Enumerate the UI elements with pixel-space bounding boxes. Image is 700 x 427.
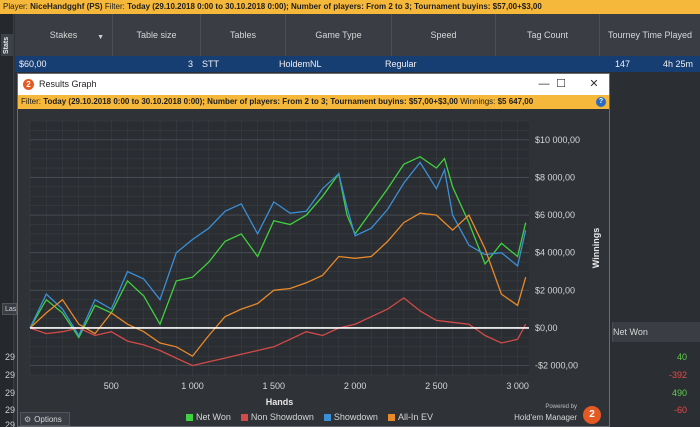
filter-label: Filter: <box>104 2 125 11</box>
cell-tag-count: 147 <box>615 59 631 69</box>
y-tick-label: $10 000,00 <box>535 135 580 145</box>
cell-table-size: 3 <box>188 59 194 69</box>
gear-icon: ⚙ <box>24 415 32 424</box>
maximize-button[interactable]: ☐ <box>556 78 566 90</box>
filter-value: Today (29.10.2018 0:00 to 30.10.2018 0:0… <box>127 2 542 11</box>
y-tick-label: $6 000,00 <box>535 210 575 220</box>
y-tick-label: $8 000,00 <box>535 172 575 182</box>
series-line-showdown <box>29 161 527 337</box>
x-tick-label: 3 000 <box>506 381 529 391</box>
x-tick-label: 2 000 <box>344 381 367 391</box>
column-header-speed[interactable]: Speed <box>392 14 496 56</box>
brand-logo: Powered by Hold'em Manager 2 <box>493 404 603 426</box>
cell-stakes: $60,00 <box>19 59 47 69</box>
legend-label: Non Showdown <box>250 412 314 422</box>
filter-value: Today (29.10.2018 0:00 to 30.10.2018 0:0… <box>43 97 458 106</box>
stats-tab-label[interactable]: Stats <box>1 34 13 56</box>
y-tick-label: $2 000,00 <box>535 285 575 295</box>
window-titlebar[interactable]: 2 Results Graph — ☐ ✕ <box>18 74 609 95</box>
y-tick-label: $4 000,00 <box>535 248 575 258</box>
legend-swatch <box>323 413 331 421</box>
column-label: Tables <box>229 29 256 40</box>
winnings-label: Winnings: <box>460 97 496 106</box>
y-tick-label: $0,00 <box>535 323 558 333</box>
legend-label: All-In EV <box>397 412 433 422</box>
series-line-net-won <box>29 155 527 339</box>
brand-badge-icon: 2 <box>583 406 601 424</box>
powered-by-text: Powered by <box>545 404 577 410</box>
column-header-tables[interactable]: Tables <box>201 14 286 56</box>
column-header-net-won[interactable]: Net Won <box>612 322 700 342</box>
column-header-stakes[interactable]: Stakes ▼ <box>15 14 113 56</box>
column-label: Tourney Time Played <box>607 29 693 40</box>
legend-label: Net Won <box>196 412 231 422</box>
chart-legend: Net Won Non Showdown Showdown All-In EV <box>186 410 433 424</box>
stats-table-header: Stakes ▼ Table size Tables Game Type Spe… <box>15 14 700 56</box>
legend-item-non-showdown[interactable]: Non Showdown <box>240 412 314 422</box>
app-logo-icon: 2 <box>23 79 34 90</box>
column-header-tag-count[interactable]: Tag Count <box>496 14 600 56</box>
column-label: Net Won <box>613 327 648 337</box>
legend-item-showdown[interactable]: Showdown <box>323 412 378 422</box>
row-number: 29 <box>5 388 16 398</box>
legend-item-net-won[interactable]: Net Won <box>186 412 231 422</box>
column-header-game-type[interactable]: Game Type <box>286 14 392 56</box>
column-label: Table size <box>136 29 177 40</box>
legend-swatch <box>186 413 193 421</box>
series-line-non-showdown <box>29 297 527 367</box>
legend-item-all-in-ev[interactable]: All-In EV <box>387 412 433 422</box>
table-row-selected[interactable]: $60,00 3 STT HoldemNL Regular 147 4h 25m <box>15 56 700 72</box>
window-title: Results Graph <box>39 79 97 89</box>
cell-speed: Regular <box>385 59 417 69</box>
filter-label: Filter: <box>21 97 41 106</box>
net-won-value: -392 <box>668 370 687 380</box>
player-name: NiceHandgghf (PS) <box>30 2 103 11</box>
close-button[interactable]: ✕ <box>589 78 599 90</box>
stats-side-tab[interactable]: Stats <box>0 14 14 427</box>
legend-label: Showdown <box>333 412 378 422</box>
brand-name: Hold'em Manager <box>514 413 577 422</box>
options-button[interactable]: ⚙ Options <box>20 412 70 426</box>
series-line-all-in-ev <box>29 212 527 358</box>
graph-filter-bar: Filter: Today (29.10.2018 0:00 to 30.10.… <box>18 95 609 109</box>
minimize-button[interactable]: — <box>538 78 550 90</box>
x-tick-label: 1 000 <box>181 381 204 391</box>
legend-swatch <box>387 413 395 421</box>
column-header-tourney-time[interactable]: Tourney Time Played <box>600 14 700 56</box>
column-label: Stakes <box>49 29 78 40</box>
help-icon[interactable]: ? <box>596 97 606 107</box>
player-filter-bar: Player: NiceHandgghf (PS) Filter: Today … <box>0 0 700 14</box>
x-tick-label: 2 500 <box>425 381 448 391</box>
row-number: 29 <box>5 370 16 380</box>
net-won-value: 490 <box>671 388 687 398</box>
y-axis-label: Winnings <box>591 228 601 268</box>
options-label: Options <box>34 415 62 424</box>
x-tick-label: 500 <box>104 381 119 391</box>
cell-tables: STT <box>202 59 219 69</box>
sort-chevron-down-icon[interactable]: ▼ <box>97 34 104 41</box>
results-chart: 500 1 000 1 500 2 000 2 500 3 000 -$2 000,00 $0… <box>29 120 601 407</box>
row-number: 29 <box>5 352 16 362</box>
x-tick-label: 1 500 <box>263 381 286 391</box>
cell-time-played: 4h 25m <box>663 59 694 69</box>
column-label: Tag Count <box>526 29 569 40</box>
row-number: 29 <box>5 405 16 415</box>
legend-swatch <box>240 413 248 421</box>
row-number: 29 <box>5 420 16 427</box>
net-won-value: 40 <box>676 352 687 362</box>
column-label: Speed <box>430 29 457 40</box>
results-graph-window: 2 Results Graph — ☐ ✕ Filter: Today (29.… <box>17 73 610 427</box>
net-won-value: -60 <box>673 405 687 415</box>
column-header-table-size[interactable]: Table size <box>113 14 201 56</box>
cell-game-type: HoldemNL <box>279 59 322 69</box>
player-label: Player: <box>3 2 28 11</box>
last-button[interactable]: Las <box>2 303 17 315</box>
winnings-value: $5 647,00 <box>497 97 534 106</box>
y-tick-label: -$2 000,00 <box>535 361 578 371</box>
plot-area <box>30 121 529 375</box>
x-axis-label: Hands <box>266 397 294 407</box>
column-label: Game Type <box>315 29 362 40</box>
